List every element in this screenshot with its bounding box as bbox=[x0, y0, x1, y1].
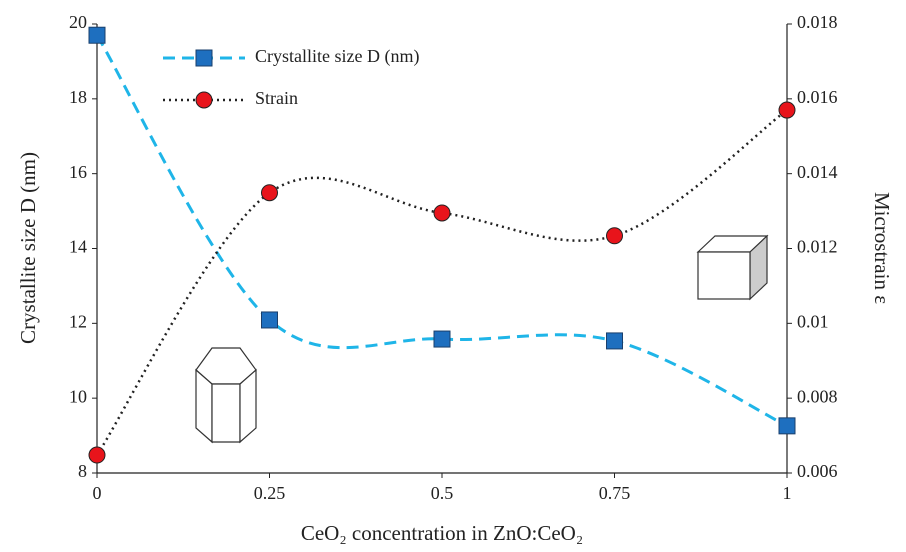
y2-tick-label: 0.014 bbox=[797, 162, 838, 182]
y-tick-label: 10 bbox=[69, 386, 87, 406]
data-point bbox=[434, 205, 450, 221]
y2-tick-label: 0.016 bbox=[797, 87, 838, 107]
y2-tick-label: 0.018 bbox=[797, 12, 838, 32]
x-tick-label: 0.5 bbox=[431, 483, 454, 503]
data-point bbox=[779, 418, 795, 434]
y2-tick-label: 0.012 bbox=[797, 237, 838, 257]
hexagon-icon bbox=[196, 348, 256, 442]
x-tick-label: 0.75 bbox=[599, 483, 631, 503]
y2-tick-label: 0.008 bbox=[797, 386, 838, 406]
y-tick-label: 14 bbox=[69, 237, 87, 257]
x-tick-label: 0.25 bbox=[254, 483, 286, 503]
x-tick-label: 0 bbox=[93, 483, 102, 503]
data-point bbox=[607, 333, 623, 349]
legend-marker bbox=[196, 50, 212, 66]
y-axis-title: Crystallite size D (nm) bbox=[16, 152, 40, 344]
y2-tick-label: 0.006 bbox=[797, 461, 838, 481]
legend-label: Crystallite size D (nm) bbox=[255, 46, 419, 67]
data-point bbox=[779, 102, 795, 118]
data-point bbox=[607, 228, 623, 244]
data-point bbox=[262, 185, 278, 201]
y-tick-label: 8 bbox=[78, 461, 87, 481]
x-axis-title: CeO₂ concentration in ZnO:CeO₂ bbox=[301, 521, 583, 545]
legend-marker bbox=[196, 92, 212, 108]
cube-icon bbox=[698, 236, 767, 299]
y-tick-label: 12 bbox=[69, 311, 87, 331]
x-tick-label: 1 bbox=[783, 483, 792, 503]
y-tick-label: 20 bbox=[69, 12, 87, 32]
data-point bbox=[434, 331, 450, 347]
legend-label: Strain bbox=[255, 88, 298, 108]
y-tick-label: 18 bbox=[69, 87, 87, 107]
chart: CeO₂ concentration in ZnO:CeO₂ Crystalli… bbox=[0, 0, 906, 552]
data-point bbox=[262, 312, 278, 328]
data-point bbox=[89, 27, 105, 43]
y2-tick-label: 0.01 bbox=[797, 311, 829, 331]
y2-axis-title: Microstrain ε bbox=[870, 192, 894, 304]
y-tick-label: 16 bbox=[69, 162, 87, 182]
data-point bbox=[89, 447, 105, 463]
